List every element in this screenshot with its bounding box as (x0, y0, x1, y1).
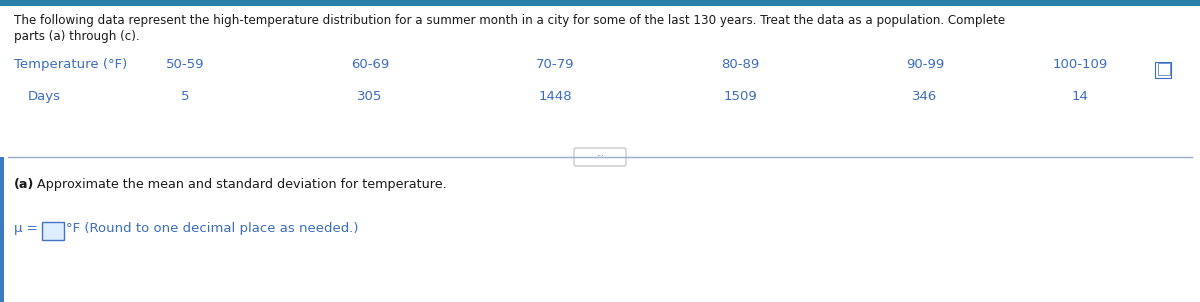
Text: 70-79: 70-79 (535, 58, 575, 71)
Text: 80-89: 80-89 (721, 58, 760, 71)
Text: ···: ··· (596, 153, 604, 162)
Text: 5: 5 (181, 90, 190, 103)
Text: Approximate the mean and standard deviation for temperature.: Approximate the mean and standard deviat… (34, 178, 446, 191)
Text: Temperature (°F): Temperature (°F) (14, 58, 127, 71)
Text: 100-109: 100-109 (1052, 58, 1108, 71)
Bar (42, 222, 64, 240)
Text: 346: 346 (912, 90, 937, 103)
Text: parts (a) through (c).: parts (a) through (c). (14, 30, 139, 43)
Bar (1158, 63, 1170, 75)
Bar (0, 157, 4, 302)
Text: 305: 305 (358, 90, 383, 103)
Text: Days: Days (28, 90, 60, 103)
Text: °F (Round to one decimal place as needed.): °F (Round to one decimal place as needed… (66, 222, 359, 235)
Text: 1448: 1448 (538, 90, 572, 103)
FancyBboxPatch shape (574, 148, 626, 166)
Text: 60-69: 60-69 (350, 58, 389, 71)
Text: The following data represent the high-temperature distribution for a summer mont: The following data represent the high-te… (14, 14, 1006, 27)
Text: 90-99: 90-99 (906, 58, 944, 71)
Text: 1509: 1509 (724, 90, 757, 103)
Bar (1154, 62, 1171, 78)
Text: μ =: μ = (14, 222, 42, 235)
Bar (0, 0, 1200, 6)
Text: (a): (a) (14, 178, 35, 191)
Text: 14: 14 (1072, 90, 1088, 103)
Text: 50-59: 50-59 (166, 58, 204, 71)
